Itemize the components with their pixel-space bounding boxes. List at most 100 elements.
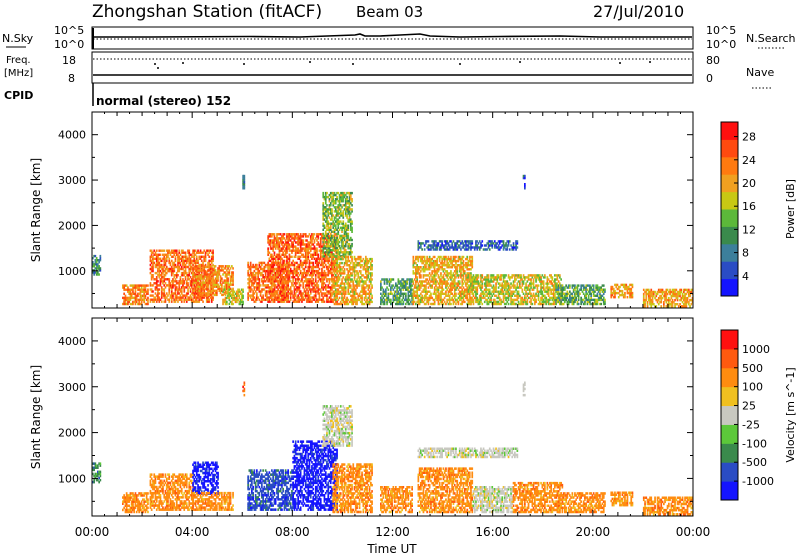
data-cell <box>175 251 178 254</box>
data-cell <box>353 294 356 297</box>
data-cell <box>200 273 203 276</box>
data-cell <box>368 257 371 261</box>
data-cell <box>319 288 322 291</box>
data-cell <box>432 261 435 265</box>
data-cell <box>313 269 316 273</box>
data-cell <box>282 294 284 297</box>
data-cell <box>328 200 331 203</box>
data-cell <box>318 267 321 271</box>
data-cell <box>398 288 401 291</box>
data-cell <box>194 296 197 299</box>
data-cell <box>164 286 167 289</box>
data-cell <box>441 266 443 269</box>
data-cell <box>187 282 189 285</box>
data-cell <box>180 267 183 271</box>
data-cell <box>187 290 189 293</box>
data-cell <box>184 255 187 258</box>
data-cell <box>286 298 288 301</box>
data-cell <box>283 276 286 279</box>
data-cell <box>192 279 194 282</box>
data-cell <box>450 274 452 277</box>
data-cell <box>463 240 466 243</box>
data-cell <box>423 248 426 251</box>
data-cell <box>339 226 342 229</box>
data-cell <box>289 271 292 275</box>
data-cell <box>193 251 196 254</box>
data-cell <box>437 266 440 269</box>
data-cell <box>307 251 310 254</box>
data-cell <box>354 284 357 287</box>
data-cell <box>159 257 162 260</box>
data-cell <box>403 292 406 295</box>
data-cell <box>410 284 412 287</box>
data-cell <box>177 282 179 285</box>
data-cell <box>297 280 299 283</box>
data-cell <box>286 269 288 273</box>
data-cell <box>352 268 355 271</box>
data-cell <box>139 298 142 302</box>
data-cell <box>347 278 350 281</box>
data-cell <box>343 204 346 207</box>
data-cell <box>205 296 208 299</box>
data-cell <box>432 302 435 306</box>
data-cell <box>268 271 271 275</box>
data-cell <box>495 244 497 247</box>
data-cell <box>430 296 432 300</box>
data-cell <box>93 271 95 274</box>
data-cell <box>174 298 177 301</box>
data-cell <box>188 274 191 277</box>
data-cell <box>195 255 198 258</box>
data-cell <box>500 240 502 243</box>
data-cell <box>390 288 392 291</box>
data-cell <box>410 280 412 283</box>
data-cell <box>332 244 335 248</box>
data-cell <box>93 273 95 276</box>
data-cell <box>437 300 440 304</box>
data-cell <box>222 302 224 306</box>
data-cell <box>365 296 367 300</box>
data-cell <box>423 284 426 287</box>
data-cell <box>334 296 337 300</box>
data-cell <box>426 274 428 277</box>
data-cell <box>323 247 326 250</box>
data-cell <box>323 253 326 256</box>
data-cell <box>155 298 158 301</box>
data-cell <box>144 284 147 287</box>
data-cell <box>279 261 282 265</box>
data-cell <box>163 253 166 256</box>
data-cell <box>339 268 342 271</box>
data-cell <box>323 218 326 221</box>
data-cell <box>157 274 159 277</box>
data-cell <box>249 261 252 265</box>
data-cell <box>256 267 258 271</box>
data-cell <box>368 294 371 297</box>
data-cell <box>388 282 391 285</box>
data-cell <box>184 251 187 254</box>
data-cell <box>316 261 318 265</box>
data-cell <box>351 272 353 275</box>
data-cell <box>174 284 177 287</box>
data-cell <box>222 281 224 284</box>
data-cell <box>160 292 163 295</box>
data-cell <box>254 280 257 283</box>
data-cell <box>319 247 322 250</box>
data-cell <box>291 271 293 275</box>
data-cell <box>391 284 393 287</box>
data-cell <box>349 272 352 275</box>
data-cell <box>258 269 261 273</box>
data-cell <box>299 263 302 267</box>
data-cell <box>334 257 337 261</box>
data-cell <box>333 249 336 252</box>
data-cell <box>169 253 172 256</box>
data-cell <box>440 261 442 265</box>
data-cell <box>147 296 149 300</box>
data-cell <box>273 245 276 248</box>
data-cell <box>162 249 164 252</box>
data-cell <box>446 300 448 304</box>
data-cell <box>341 257 343 261</box>
data-cell <box>190 267 193 271</box>
data-cell <box>178 296 181 299</box>
data-cell <box>417 255 420 259</box>
data-cell <box>402 300 405 304</box>
data-cell <box>177 296 179 299</box>
